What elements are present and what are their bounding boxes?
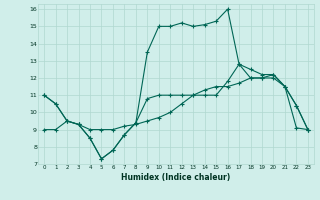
X-axis label: Humidex (Indice chaleur): Humidex (Indice chaleur) xyxy=(121,173,231,182)
